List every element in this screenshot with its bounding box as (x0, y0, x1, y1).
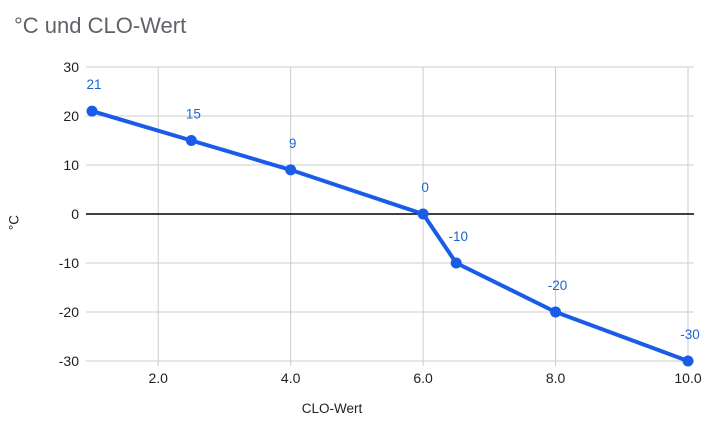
y-tick-label: -20 (59, 304, 79, 320)
x-tick-label: 10.0 (674, 370, 701, 386)
series-line (90, 109, 690, 363)
y-tick-label: 20 (63, 108, 79, 124)
y-tick-label: -30 (59, 353, 79, 369)
data-point-label: -30 (680, 327, 700, 342)
data-point (550, 306, 562, 318)
data-point (86, 105, 98, 117)
data-point-label: 0 (421, 180, 429, 195)
y-tick-label: -10 (59, 255, 79, 271)
data-point (682, 355, 694, 367)
y-tick-label: 30 (63, 59, 79, 75)
data-point (185, 135, 197, 146)
x-tick-label: 8.0 (546, 370, 566, 386)
y-tick-label: 0 (71, 206, 79, 222)
y-axis-title-text: °C (6, 215, 21, 231)
y-tick-label: 10 (63, 157, 79, 173)
data-point-label: 15 (186, 107, 201, 122)
data-point-label: -10 (448, 229, 468, 244)
x-axis-title: CLO-Wert (301, 401, 363, 416)
data-point-label: -20 (548, 278, 568, 293)
x-tick-label: 6.0 (413, 370, 433, 386)
data-point-label: 21 (86, 77, 101, 92)
data-point (450, 257, 462, 269)
x-tick-label: 2.0 (148, 370, 168, 386)
data-point (285, 164, 297, 176)
chart-title: °C und CLO-Wert (14, 13, 187, 38)
x-tick-label: 4.0 (281, 370, 301, 386)
data-point (417, 208, 429, 220)
data-point-label: 9 (289, 136, 297, 151)
